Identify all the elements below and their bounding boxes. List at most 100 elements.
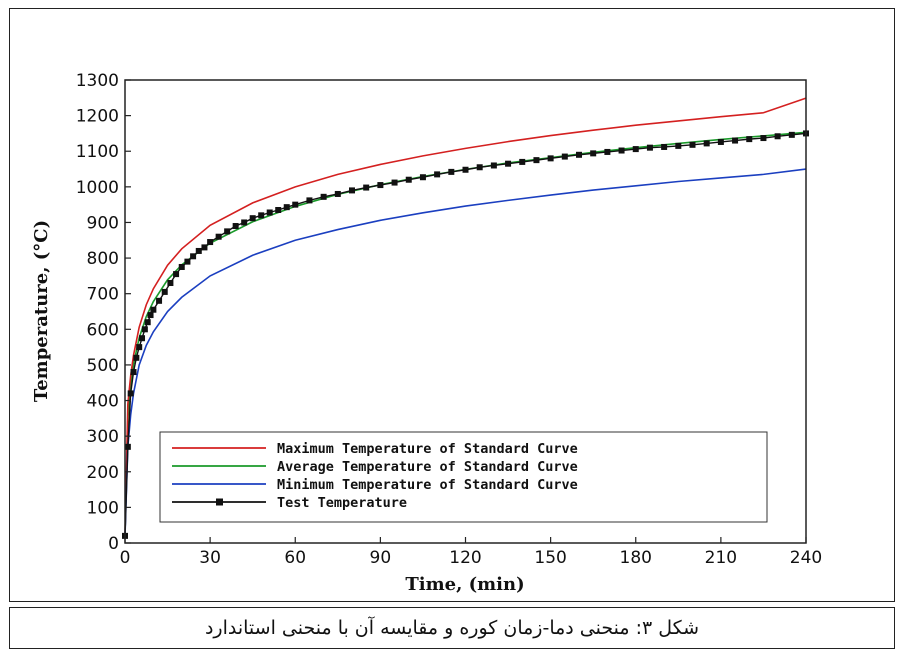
test-point-62 xyxy=(746,136,753,143)
legend: Maximum Temperature of Standard Curve Ave… xyxy=(159,431,768,523)
y-tick-label-0: 0 xyxy=(108,534,119,554)
y-tick-label-10: 1000 xyxy=(76,178,119,198)
x-tick-label-6: 180 xyxy=(620,548,652,568)
x-tick-label-4: 120 xyxy=(449,548,481,568)
series-line-1 xyxy=(124,131,807,536)
x-tick-label-5: 150 xyxy=(534,548,566,568)
series-1 xyxy=(124,131,807,536)
test-point-14 xyxy=(173,271,180,278)
test-point-25 xyxy=(249,215,256,222)
test-point-17 xyxy=(190,253,197,260)
legend-label-2: Minimum Temperature of Standard Curve xyxy=(277,477,578,493)
y-tick-label-1: 100 xyxy=(87,498,119,518)
test-point-41 xyxy=(448,168,455,175)
test-point-18 xyxy=(195,247,202,254)
test-point-53 xyxy=(618,147,625,154)
figure-caption: شکل ۳: منحنی دما-زمان کوره و مقایسه آن ب… xyxy=(204,617,700,639)
test-point-43 xyxy=(476,164,483,171)
y-tick-label-4: 400 xyxy=(87,392,119,412)
test-point-57 xyxy=(675,142,682,149)
test-point-24 xyxy=(241,219,248,226)
test-point-32 xyxy=(320,193,327,200)
y-axis-title: Temperature, (°C) xyxy=(31,220,52,402)
test-point-33 xyxy=(334,190,341,197)
y-tick-label-13: 1300 xyxy=(76,71,119,91)
test-point-19 xyxy=(201,244,208,251)
ticks-layer: 0 30 60 90 120 150 180 210 240 0 100 200 300 400 500 60… xyxy=(76,71,822,568)
test-point-56 xyxy=(661,143,668,150)
y-tick-label-5: 500 xyxy=(87,356,119,376)
test-point-65 xyxy=(788,131,795,138)
test-point-29 xyxy=(283,204,290,211)
y-tick-label-3: 300 xyxy=(87,427,119,447)
test-point-51 xyxy=(590,150,597,157)
x-axis-title: Time, (min) xyxy=(405,574,524,595)
test-point-7 xyxy=(141,326,148,333)
test-point-34 xyxy=(349,187,355,194)
series-layer xyxy=(122,97,809,539)
x-tick-label-7: 210 xyxy=(705,548,737,568)
test-point-6 xyxy=(139,335,146,342)
y-tick-label-8: 800 xyxy=(87,249,119,269)
test-point-35 xyxy=(363,184,370,191)
test-point-52 xyxy=(604,148,611,155)
y-tick-label-11: 1100 xyxy=(76,142,119,162)
test-point-22 xyxy=(224,228,231,235)
legend-box xyxy=(159,431,768,523)
test-point-38 xyxy=(405,176,412,183)
test-point-23 xyxy=(232,223,239,230)
legend-entries: Maximum Temperature of Standard Curve Ave… xyxy=(172,441,578,511)
test-point-4 xyxy=(133,354,140,361)
test-point-2 xyxy=(127,390,134,397)
test-point-5 xyxy=(136,344,143,351)
series-0 xyxy=(124,97,807,536)
test-point-49 xyxy=(561,153,568,160)
test-point-10 xyxy=(150,306,157,313)
test-point-40 xyxy=(434,171,441,178)
legend-label-3: Test Temperature xyxy=(277,495,407,511)
x-tick-label-1: 30 xyxy=(199,548,221,568)
test-point-11 xyxy=(156,297,163,304)
test-point-30 xyxy=(292,201,299,208)
test-point-61 xyxy=(732,137,739,144)
test-point-12 xyxy=(161,288,168,295)
test-point-50 xyxy=(576,151,582,158)
test-point-44 xyxy=(490,162,497,169)
y-tick-label-9: 900 xyxy=(87,213,119,233)
test-point-42 xyxy=(462,166,469,173)
test-point-55 xyxy=(646,144,653,151)
test-point-58 xyxy=(689,141,696,148)
test-point-60 xyxy=(717,138,724,145)
test-point-48 xyxy=(547,155,554,162)
test-point-26 xyxy=(258,212,265,219)
test-point-63 xyxy=(760,135,767,142)
x-tick-label-8: 240 xyxy=(790,548,822,568)
test-point-64 xyxy=(774,133,781,140)
chart: 0 30 60 90 120 150 180 210 240 0 100 200 300 400 500 60… xyxy=(31,71,822,595)
test-point-46 xyxy=(519,158,526,165)
test-point-28 xyxy=(275,206,282,213)
test-point-16 xyxy=(184,258,191,265)
legend-marker-3 xyxy=(216,498,223,506)
x-tick-label-2: 60 xyxy=(284,548,306,568)
series-line-2 xyxy=(124,168,807,536)
y-tick-label-6: 600 xyxy=(87,320,119,340)
test-point-8 xyxy=(144,319,151,326)
x-tick-label-3: 90 xyxy=(370,548,392,568)
test-point-13 xyxy=(167,280,174,287)
test-point-37 xyxy=(391,179,398,186)
caption-box: شکل ۳: منحنی دما-زمان کوره و مقایسه آن ب… xyxy=(9,607,895,649)
test-point-3 xyxy=(130,369,137,376)
test-point-47 xyxy=(533,157,540,164)
y-tick-label-7: 700 xyxy=(87,285,119,305)
legend-label-0: Maximum Temperature of Standard Curve xyxy=(277,441,578,457)
test-point-1 xyxy=(124,443,131,450)
legend-label-1: Average Temperature of Standard Curve xyxy=(277,459,578,475)
test-point-39 xyxy=(419,174,426,181)
test-point-31 xyxy=(306,197,313,204)
test-point-15 xyxy=(178,263,185,270)
test-point-9 xyxy=(147,312,154,319)
y-tick-label-12: 1200 xyxy=(76,107,119,127)
test-point-36 xyxy=(377,182,384,189)
y-tick-label-2: 200 xyxy=(87,463,119,483)
